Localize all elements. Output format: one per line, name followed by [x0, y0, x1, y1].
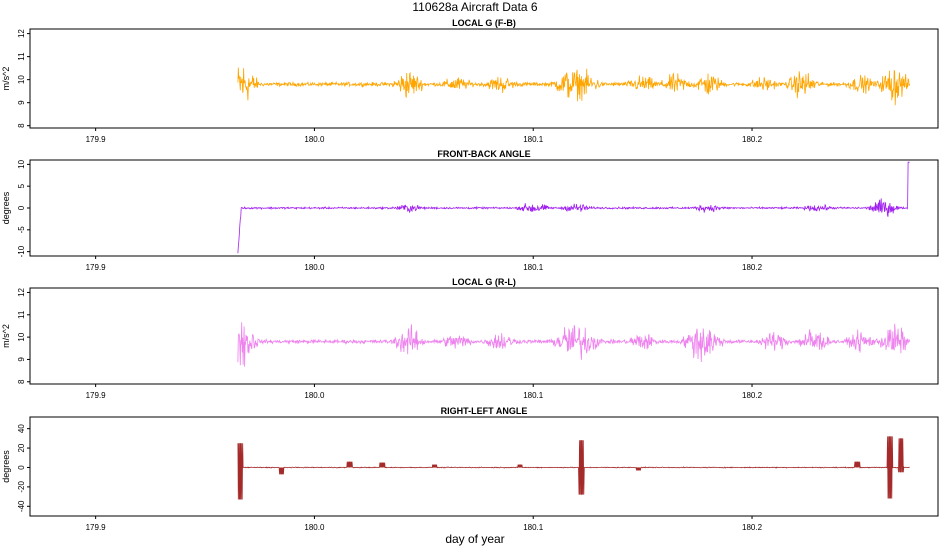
- y-tick-label: 10: [17, 159, 26, 168]
- x-tick-label: 180.2: [742, 135, 763, 144]
- y-tick-label: 10: [17, 332, 26, 341]
- x-tick-label: 179.9: [86, 135, 107, 144]
- y-tick-label: 20: [17, 443, 26, 452]
- y-tick-label: -10: [17, 245, 26, 257]
- panel-title: RIGHT-LEFT ANGLE: [441, 406, 528, 416]
- y-tick-label: 12: [17, 287, 26, 296]
- y-tick-label: 8: [17, 379, 26, 384]
- y-axis-label: m/s^2: [1, 67, 11, 91]
- panel-3: LOCAL G (R-L) m/s^2 179.9 180.0 180.1 180.2 8 9…: [1, 277, 939, 400]
- plot-frame: [29, 287, 939, 385]
- x-axis-label: day of year: [445, 532, 504, 546]
- panel-title: LOCAL G (F-B): [452, 18, 516, 28]
- panel-1: LOCAL G (F-B) m/s^2 179.9 180.0 180.1 180.2 8 9…: [1, 18, 939, 144]
- y-axis-label: m/s^2: [1, 324, 11, 348]
- x-tick-label: 180.1: [523, 523, 544, 532]
- plot-frame: [29, 28, 939, 129]
- series-line: [237, 67, 910, 106]
- x-tick-label: 180.1: [523, 263, 544, 272]
- x-tick-label: 180.0: [304, 523, 325, 532]
- x-tick-label: 179.9: [86, 523, 107, 532]
- y-tick-label: 8: [17, 123, 26, 128]
- x-tick-label: 180.0: [304, 391, 325, 400]
- y-tick-label: 9: [17, 357, 26, 362]
- y-tick-label: 0: [17, 205, 26, 210]
- series-line: [237, 436, 910, 500]
- x-tick-label: 180.0: [304, 135, 325, 144]
- x-tick-label: 179.9: [86, 263, 107, 272]
- y-tick-label: 11: [17, 52, 26, 61]
- series-line: [237, 322, 910, 367]
- y-tick-label: 12: [17, 29, 26, 38]
- figure-title: 110628a Aircraft Data 6: [412, 0, 538, 14]
- y-tick-label: 5: [17, 183, 26, 188]
- y-tick-label: 10: [17, 75, 26, 84]
- y-tick-label: 9: [17, 100, 26, 105]
- series-line: [237, 161, 910, 254]
- plot-frame: [29, 416, 939, 517]
- panel-title: LOCAL G (R-L): [452, 277, 516, 287]
- y-axis-label: degrees: [1, 450, 11, 483]
- x-tick-label: 180.1: [523, 135, 544, 144]
- y-tick-label: -40: [17, 500, 26, 512]
- panel-4: RIGHT-LEFT ANGLE degrees 179.9 180.0 180.1 18…: [1, 406, 939, 532]
- y-tick-label: -20: [17, 481, 26, 493]
- y-tick-label: 40: [17, 424, 26, 433]
- panel-title: FRONT-BACK ANGLE: [437, 149, 530, 159]
- x-tick-label: 179.9: [86, 391, 107, 400]
- y-axis-label: degrees: [1, 191, 11, 224]
- y-tick-label: 0: [17, 465, 26, 470]
- x-tick-label: 180.2: [742, 391, 763, 400]
- x-tick-label: 180.2: [742, 523, 763, 532]
- y-tick-label: -5: [17, 226, 26, 234]
- x-tick-label: 180.2: [742, 263, 763, 272]
- x-tick-label: 180.1: [523, 391, 544, 400]
- x-tick-label: 180.0: [304, 263, 325, 272]
- y-tick-label: 11: [17, 310, 26, 319]
- panel-2: FRONT-BACK ANGLE degrees 179.9 180.0 180.1 18…: [1, 149, 939, 272]
